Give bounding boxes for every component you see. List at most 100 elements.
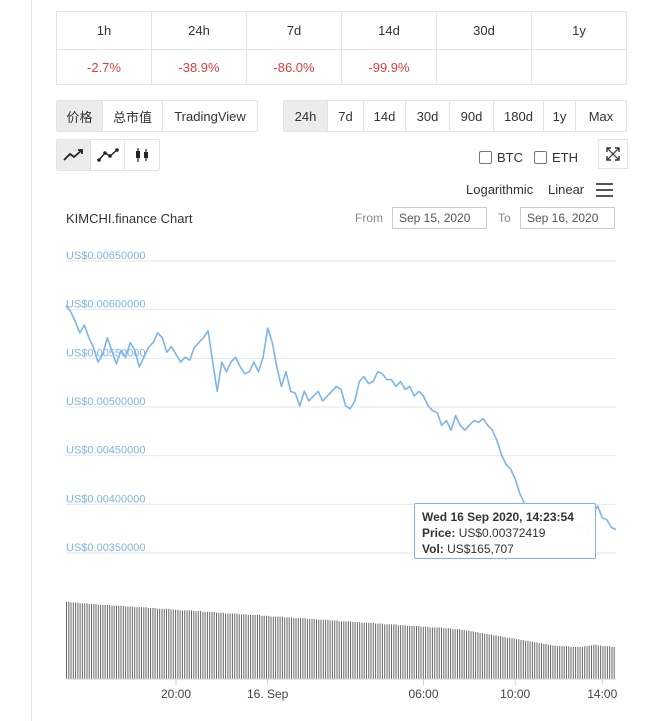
volume-bar	[488, 634, 490, 679]
candlestick-chart-button[interactable]	[125, 140, 159, 170]
fullscreen-button[interactable]	[598, 139, 628, 169]
volume-bar	[109, 604, 111, 679]
volume-bar	[177, 609, 179, 679]
x-tick-label: 10:00	[500, 687, 530, 701]
volume-bar	[156, 608, 158, 679]
period-7d: 7d	[246, 11, 342, 50]
volume-bar	[116, 605, 117, 679]
volume-bar	[70, 602, 72, 679]
range-90d[interactable]: 90d	[450, 101, 494, 131]
linear-scale-button[interactable]: Linear	[548, 182, 585, 197]
volume-bar	[411, 626, 413, 679]
range-7d[interactable]: 7d	[328, 101, 364, 131]
period-14d: 14d	[341, 11, 437, 50]
volume-bar	[545, 643, 547, 679]
volume-bar	[586, 646, 588, 679]
line-chart-button[interactable]	[57, 140, 91, 170]
volume-bar	[422, 626, 424, 679]
volume-bar	[125, 606, 127, 679]
btc-checkbox[interactable]	[479, 151, 492, 164]
tab-tradingview[interactable]: TradingView	[174, 108, 246, 124]
volume-bar	[213, 611, 215, 679]
change-30d	[436, 49, 532, 85]
volume-bar	[504, 636, 506, 679]
volume-bar	[188, 610, 190, 679]
compare-eth[interactable]: ETH	[534, 150, 578, 165]
tooltip-date: Wed 16 Sep 2020, 14:23:54	[422, 510, 574, 524]
volume-bar	[263, 615, 265, 679]
range-max[interactable]: Max	[588, 108, 614, 124]
range-24h[interactable]: 24h	[284, 101, 328, 131]
volume-bar	[141, 607, 142, 679]
volume-bar	[84, 603, 86, 679]
volume-bar	[484, 633, 486, 679]
range-tabs: 24h 7d 14d 30d 90d 180d 1y Max	[283, 100, 627, 132]
volume-bar	[256, 615, 258, 679]
volume-bar	[311, 618, 313, 679]
y-tick-label: US$0.00600000	[66, 299, 146, 311]
volume-bar	[200, 611, 202, 679]
volume-bar	[609, 646, 611, 679]
volume-bar	[600, 645, 602, 679]
volume-bar	[538, 643, 540, 679]
volume-bar	[502, 636, 504, 679]
line-points-chart-button[interactable]	[91, 140, 125, 170]
volume-bar	[163, 608, 165, 679]
eth-checkbox[interactable]	[534, 151, 547, 164]
volume-bar	[143, 607, 145, 679]
volume-bar	[536, 642, 538, 679]
volume-bar	[591, 645, 592, 679]
range-14d[interactable]: 14d	[364, 101, 406, 131]
volume-bar	[100, 604, 102, 679]
tab-market-cap[interactable]: 总市值	[103, 101, 163, 131]
volume-bar	[393, 624, 395, 679]
x-tick-label: 16. Sep	[247, 687, 289, 701]
compare-btc[interactable]: BTC	[479, 150, 523, 165]
volume-bar	[204, 611, 206, 679]
volume-bar	[331, 620, 333, 679]
volume-bar	[202, 611, 204, 679]
y-tick-label: US$0.00350000	[66, 542, 146, 554]
logarithmic-scale-button[interactable]: Logarithmic	[466, 182, 534, 197]
change-7d: -86.0%	[246, 49, 342, 85]
performance-table: 1h 24h 7d 14d 30d 1y -2.7% -38.9% -86.0%…	[56, 11, 627, 85]
volume-bar	[513, 638, 515, 679]
chart-tooltip: Wed 16 Sep 2020, 14:23:54 Price: US$0.00…	[414, 503, 596, 559]
volume-bar	[379, 623, 381, 679]
volume-bar	[429, 627, 431, 679]
volume-bar	[168, 608, 170, 679]
volume-bar	[402, 625, 404, 679]
volume-bar	[329, 620, 331, 679]
volume-bar	[277, 616, 279, 679]
range-180d[interactable]: 180d	[494, 101, 544, 131]
volume-bar	[336, 620, 338, 679]
volume-bar	[152, 608, 154, 679]
candlestick-chart-icon	[136, 148, 148, 162]
volume-bar	[472, 631, 474, 679]
volume-bar	[481, 633, 483, 679]
to-date-input[interactable]: Sep 16, 2020	[520, 207, 615, 229]
volume-bar	[566, 646, 567, 679]
volume-bar	[316, 619, 317, 679]
from-label: From	[355, 211, 383, 225]
range-1y[interactable]: 1y	[544, 101, 576, 131]
tab-price[interactable]: 价格	[57, 101, 103, 131]
volume-bar	[170, 609, 172, 679]
volume-bar	[175, 609, 177, 679]
volume-bar	[327, 619, 329, 679]
tooltip-vol: US$165,707	[447, 542, 514, 556]
volume-bar	[250, 615, 252, 679]
volume-bar	[543, 643, 545, 679]
volume-bars	[66, 601, 615, 679]
volume-bar	[452, 629, 454, 679]
volume-bar	[361, 622, 363, 679]
range-30d[interactable]: 30d	[406, 101, 450, 131]
volume-bar	[293, 618, 295, 679]
volume-bar	[556, 646, 558, 679]
from-date-input[interactable]: Sep 15, 2020	[392, 207, 487, 229]
volume-bar	[443, 628, 445, 679]
hamburger-menu-icon[interactable]	[596, 183, 613, 197]
period-1h: 1h	[56, 11, 152, 50]
volume-bar	[147, 608, 149, 679]
